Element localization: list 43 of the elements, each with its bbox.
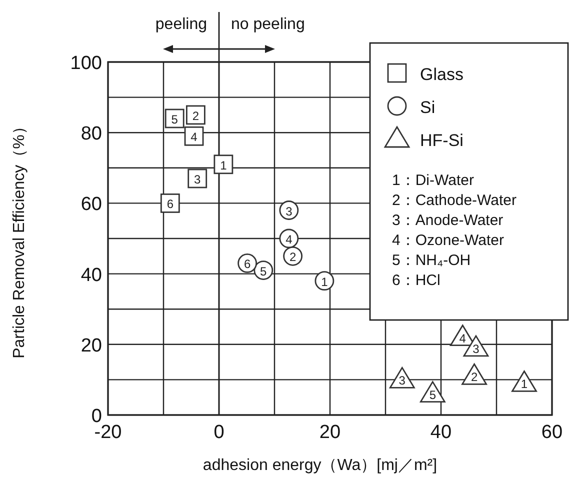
annotation: 5：NH₄-OH bbox=[392, 252, 471, 269]
annotation: 2 bbox=[289, 250, 296, 264]
annotation: 1 bbox=[220, 158, 228, 172]
annotation: 2：Cathode-Water bbox=[392, 192, 516, 209]
x-tick-label: 60 bbox=[541, 422, 563, 443]
annotation: 4：Ozone-Water bbox=[392, 232, 504, 249]
annotation: 3 bbox=[398, 374, 406, 388]
y-tick-label: 100 bbox=[70, 53, 102, 74]
text: peeling bbox=[155, 16, 207, 33]
annotation: 5 bbox=[260, 264, 268, 278]
x-tick-label: 0 bbox=[214, 422, 224, 443]
point bbox=[512, 370, 537, 392]
annotation: 5 bbox=[171, 112, 178, 126]
annotation: 4 bbox=[286, 232, 293, 246]
annotation: 4 bbox=[190, 130, 198, 144]
annotation: 1 bbox=[520, 377, 528, 392]
annotation: 6 bbox=[166, 197, 174, 212]
annotation: 3 bbox=[472, 342, 480, 356]
annotation: 1：Di-Water bbox=[392, 172, 474, 189]
annotation: 5 bbox=[429, 388, 436, 402]
y-tick-label: 80 bbox=[80, 124, 102, 145]
annotation: 4 bbox=[459, 331, 466, 346]
y-tick-label: 60 bbox=[80, 194, 102, 216]
legend-label: HF-Si bbox=[420, 131, 464, 150]
x-tick-label: 20 bbox=[319, 422, 341, 443]
annotation: 6：HCl bbox=[392, 272, 440, 289]
legend-label: Si bbox=[420, 98, 436, 117]
annotation: 6 bbox=[244, 257, 251, 272]
annotation: 3：Anode-Water bbox=[392, 212, 504, 229]
y-axis-title: Particle Removal Efficiency（%） bbox=[11, 118, 28, 358]
annotation: 1 bbox=[321, 274, 328, 289]
y-tick-label: 20 bbox=[80, 335, 102, 356]
annotation: 3 bbox=[194, 172, 202, 186]
legend-label: Glass bbox=[420, 65, 464, 84]
annotation: 3 bbox=[286, 204, 293, 218]
x-tick-label: 40 bbox=[430, 422, 452, 443]
x-axis-title: adhesion energy（Wa）[mj／m²] bbox=[202, 457, 438, 474]
annotation: 2 bbox=[192, 108, 200, 123]
point bbox=[389, 367, 415, 388]
text: no peeling bbox=[231, 16, 305, 33]
annotation: 2 bbox=[470, 370, 478, 384]
point bbox=[462, 363, 487, 385]
y-tick-label: 40 bbox=[80, 264, 102, 286]
